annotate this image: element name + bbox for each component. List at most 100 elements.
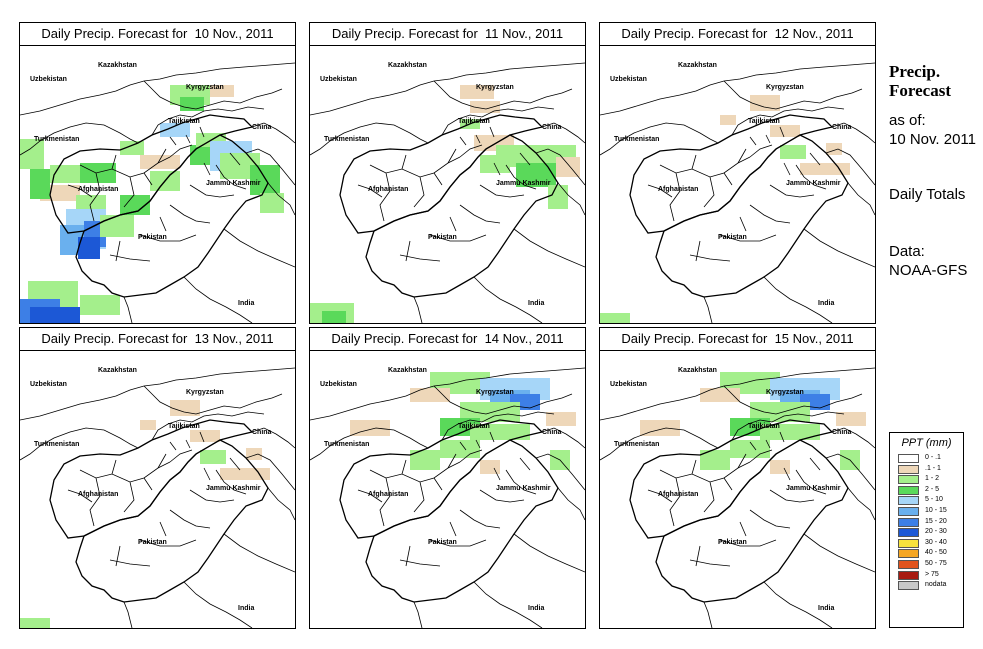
boundary-line — [123, 601, 133, 628]
legend-label: > 75 — [925, 570, 939, 578]
precip-cell — [120, 195, 150, 215]
map-label-china: China — [542, 429, 562, 436]
boundary-line — [429, 539, 487, 547]
boundary-line — [157, 148, 167, 164]
boundary-line — [413, 176, 425, 208]
boundary-line — [825, 453, 875, 491]
ppt-legend: PPT (mm) 0 - .1 .1 - 1 1 - 2 2 - 5 5 - 10 10 … — [889, 432, 964, 628]
legend-label: 30 - 40 — [925, 538, 947, 546]
boundary-line — [809, 152, 821, 166]
boundary-line — [20, 62, 295, 116]
map-label-uzbekistan: Uzbekistan — [610, 381, 647, 388]
boundary-line — [169, 449, 193, 463]
forecast-map-panel-5: Daily Precip. Forecast for 14 Nov., 2011… — [309, 327, 586, 629]
boundary-line — [459, 509, 501, 529]
boundary-line — [739, 521, 747, 537]
map-label-jammu-kashmir: Jammu Kashmir — [206, 180, 261, 187]
as-of-date: 10 Nov. 2011 — [889, 131, 977, 148]
precip-cell — [836, 412, 866, 426]
boundary-line — [647, 489, 673, 503]
precip-cells — [310, 85, 580, 323]
boundary-line — [143, 477, 153, 491]
map-label-turkmenistan: Turkmenistan — [324, 136, 369, 143]
precip-cell — [190, 145, 214, 165]
precip-cell — [548, 185, 568, 209]
boundary-line — [143, 385, 283, 415]
boundary-line — [433, 477, 443, 491]
boundary-line — [151, 411, 265, 441]
boundary-line — [401, 459, 407, 475]
precip-cell — [80, 295, 120, 315]
map-label-kyrgyzstan: Kyrgyzstan — [186, 389, 224, 396]
legend-swatch — [898, 464, 919, 474]
map-label-india: India — [818, 300, 834, 307]
forecast-map: Kazakhstan Uzbekistan Kyrgyzstan Tajikistan… — [600, 350, 875, 628]
boundary-line — [557, 487, 585, 521]
boundary-line — [310, 122, 429, 156]
map-label-kazakhstan: Kazakhstan — [388, 367, 427, 374]
pakistan-outline — [655, 439, 849, 603]
panel-title: Daily Precip. Forecast for 13 Nov., 2011 — [20, 328, 295, 351]
boundary-line — [723, 385, 863, 415]
boundary-line — [825, 148, 875, 186]
boundary-line — [251, 122, 295, 144]
legend-item: 30 - 40 — [890, 538, 963, 549]
map-label-uzbekistan: Uzbekistan — [30, 381, 67, 388]
boundary-line — [691, 154, 697, 170]
map-label-pakistan: Pakistan — [718, 539, 747, 546]
precip-cell — [750, 402, 810, 422]
forecast-map: Kazakhstan Uzbekistan Kyrgyzstan Tajikistan… — [20, 350, 295, 628]
precip-cell — [770, 125, 800, 137]
boundary-line — [139, 539, 197, 547]
legend-swatch — [898, 528, 919, 538]
legend-item: 15 - 20 — [890, 517, 963, 528]
map-svg: Kazakhstan Uzbekistan Kyrgyzstan Tajikistan… — [600, 62, 875, 323]
precip-cell — [780, 145, 806, 159]
boundary-line — [459, 449, 483, 463]
map-label-jammu-kashmir: Jammu Kashmir — [496, 180, 551, 187]
map-label-kyrgyzstan: Kyrgyzstan — [766, 84, 804, 91]
boundary-line — [115, 545, 121, 567]
boundary-line — [505, 469, 537, 495]
boundary-line — [749, 144, 773, 158]
boundary-line — [267, 182, 295, 216]
boundary-line — [369, 156, 461, 178]
boundary-line — [473, 276, 543, 323]
precip-cell — [30, 169, 50, 199]
map-label-turkmenistan: Turkmenistan — [34, 136, 79, 143]
boundary-line — [20, 122, 139, 156]
legend-item: 20 - 30 — [890, 527, 963, 538]
boundary-line — [123, 296, 133, 323]
legend-swatch — [898, 517, 919, 527]
map-label-uzbekistan: Uzbekistan — [30, 76, 67, 83]
boundary-line — [357, 184, 383, 198]
map-label-tajikistan: Tajikistan — [458, 118, 490, 125]
legend-label: 15 - 20 — [925, 517, 947, 525]
boundary-line — [183, 276, 253, 323]
map-label-kyrgyzstan: Kyrgyzstan — [476, 84, 514, 91]
boundary-line — [151, 106, 265, 136]
boundary-line — [691, 459, 697, 475]
boundary-line — [749, 204, 791, 224]
boundary-line — [433, 172, 443, 186]
boundary-line — [831, 122, 875, 144]
boundary-line — [719, 539, 777, 547]
precip-cell — [730, 440, 770, 458]
map-label-kazakhstan: Kazakhstan — [678, 62, 717, 69]
boundary-line — [223, 533, 295, 573]
boundary-line — [703, 481, 715, 513]
boundary-line — [513, 533, 585, 573]
map-label-tajikistan: Tajikistan — [748, 118, 780, 125]
boundary-line — [123, 176, 135, 208]
precip-cell — [260, 193, 284, 213]
boundary-line — [139, 234, 197, 242]
forecast-map: Kazakhstan Uzbekistan Kyrgyzstan Tajikistan… — [310, 45, 585, 323]
boundary-line — [357, 489, 383, 503]
legend-item: 1 - 2 — [890, 474, 963, 485]
precip-cell — [190, 430, 220, 442]
precip-cell — [480, 460, 500, 474]
legend-swatch — [898, 485, 919, 495]
precip-cell — [516, 163, 556, 187]
boundary-line — [123, 481, 135, 513]
map-label-pakistan: Pakistan — [428, 234, 457, 241]
